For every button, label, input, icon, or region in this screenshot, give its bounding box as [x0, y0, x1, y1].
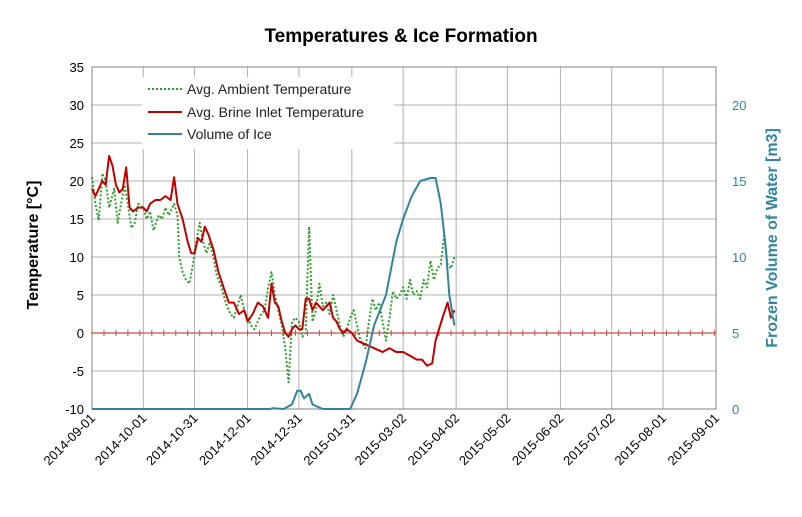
y-tick-label: 5: [77, 288, 84, 303]
series-line-1: [91, 154, 456, 367]
chart-title: Temperatures & Ice Formation: [264, 26, 537, 47]
x-tick-label: 2014-09-01: [40, 411, 98, 469]
legend: Avg. Ambient Temperature Avg. Brine Inle…: [142, 77, 394, 149]
y2-tick-label: 5: [732, 326, 739, 341]
y-tick-label: -10: [65, 402, 84, 417]
x-tick-label: 2014-10-31: [143, 411, 201, 469]
y2-tick-label: 0: [732, 402, 739, 417]
y2-axis-ticks: 0 5 10 15 20: [732, 98, 746, 417]
y-tick-label: 10: [70, 250, 84, 265]
x-tick-label: 2015-01-31: [300, 411, 358, 469]
y-tick-label: 0: [77, 326, 84, 341]
legend-box: [142, 77, 394, 149]
x-tick-label: 2014-10-01: [92, 411, 150, 469]
series-line-0: [91, 172, 456, 384]
y-axis-label: Temperature [°C]: [25, 181, 42, 310]
legend-label-ice: Volume of Ice: [187, 126, 272, 142]
x-tick-label: 2014-12-31: [247, 411, 305, 469]
x-tick-label: 2015-05-02: [456, 411, 514, 469]
x-tick-label: 2015-07-02: [560, 411, 618, 469]
y2-axis-label: Frozen Volume of Water [m3]: [764, 128, 781, 348]
y2-tick-label: 10: [732, 250, 746, 265]
series-group: [91, 154, 456, 410]
legend-label-ambient: Avg. Ambient Temperature: [187, 81, 352, 97]
x-tick-label: 2015-09-01: [664, 411, 722, 469]
x-axis-ticks: 2014-09-012014-10-012014-10-312014-12-01…: [40, 411, 722, 469]
x-tick-label: 2015-04-02: [405, 411, 463, 469]
x-tick-label: 2015-06-02: [509, 411, 567, 469]
y-tick-label: -5: [72, 364, 84, 379]
series-line-2: [92, 177, 456, 410]
zero-line-group: [91, 330, 716, 336]
y-tick-label: 25: [70, 136, 84, 151]
y-tick-label: 35: [70, 60, 84, 75]
x-tick-label: 2015-08-01: [611, 411, 669, 469]
legend-label-brine: Avg. Brine Inlet Temperature: [187, 104, 364, 120]
y-tick-label: 15: [70, 212, 84, 227]
y2-tick-label: 15: [732, 174, 746, 189]
x-tick-label: 2015-03-02: [352, 411, 410, 469]
plot-area: [91, 66, 717, 410]
x-tick-label: 2014-12-01: [196, 411, 254, 469]
y-tick-label: 20: [70, 174, 84, 189]
y-tick-label: 30: [70, 98, 84, 113]
y-axis-ticks: -10 -5 0 5 10 15 20 25 30 35: [65, 60, 84, 417]
y2-tick-label: 20: [732, 98, 746, 113]
